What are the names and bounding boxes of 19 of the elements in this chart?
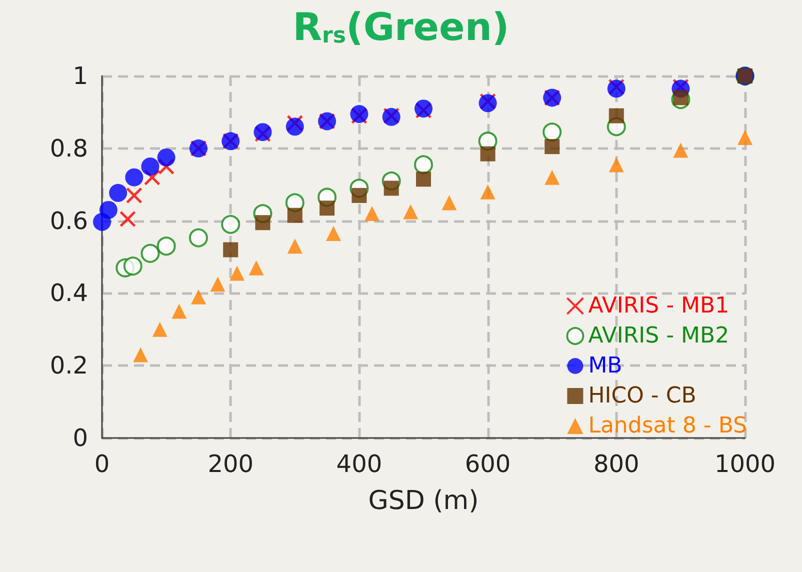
x-tick-label: 200 bbox=[208, 450, 254, 478]
y-tick-label: 0.6 bbox=[50, 206, 88, 235]
y-tick-label: 1 bbox=[72, 62, 88, 90]
legend-label: MB bbox=[588, 354, 622, 378]
y-tick-label: 0.4 bbox=[50, 279, 88, 308]
y-tick-label: 0.2 bbox=[50, 352, 88, 380]
x-tick-label: 0 bbox=[94, 450, 110, 478]
chart-title: Rrs(Green) bbox=[292, 5, 510, 49]
x-tick-label: 1000 bbox=[714, 450, 776, 478]
y-tick-label: 0 bbox=[72, 424, 88, 452]
x-axis-title: GSD (m) bbox=[368, 486, 479, 516]
legend-label: Landsat 8 - BS bbox=[588, 414, 748, 438]
legend-label: AVIRIS - MB2 bbox=[588, 324, 730, 348]
y-tick-label: 0.8 bbox=[50, 134, 88, 162]
x-tick-label: 800 bbox=[593, 450, 640, 478]
x-tick-label: 400 bbox=[336, 450, 382, 478]
legend-label: AVIRIS - MB1 bbox=[588, 294, 730, 318]
legend-label: HICO - CB bbox=[588, 384, 696, 408]
x-tick-label: 600 bbox=[464, 450, 511, 478]
